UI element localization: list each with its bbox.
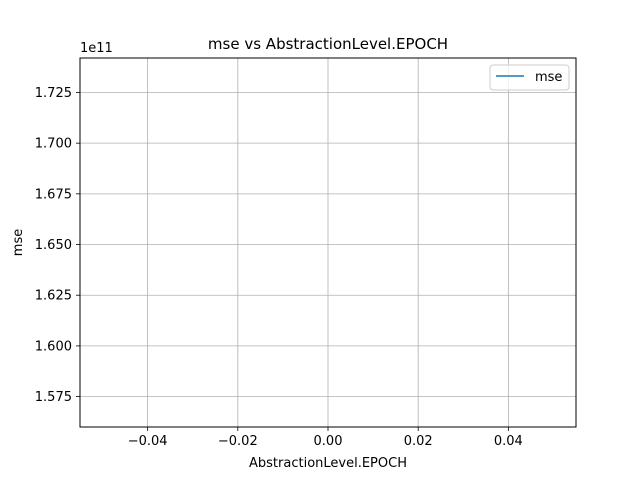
ticks: −0.04 −0.02 0.00 0.02 0.04 1.575 1.600 1.625 1.6… (35, 86, 523, 449)
y-tick-label: 1.625 (35, 289, 72, 304)
x-tick-label: 0.02 (404, 434, 433, 449)
y-axis-label: mse (11, 229, 26, 256)
y-tick-label: 1.575 (35, 390, 72, 405)
x-tick-label: 0.04 (494, 434, 523, 449)
legend-box (489, 64, 570, 91)
grid (80, 58, 576, 427)
x-tick-label: 0.00 (314, 434, 343, 449)
y-tick-label: 1.650 (35, 238, 72, 253)
x-tick-label: −0.04 (128, 434, 168, 449)
plot-frame (79, 57, 577, 428)
y-tick-label: 1.700 (35, 137, 72, 152)
y-tick-label: 1.675 (35, 187, 72, 202)
chart-title: mse vs AbstractionLevel.EPOCH (208, 35, 448, 53)
x-tick-label: −0.02 (218, 434, 258, 449)
x-axis-label: AbstractionLevel.EPOCH (249, 456, 407, 471)
legend: mse (489, 64, 570, 91)
y-tick-label: 1.725 (35, 86, 72, 101)
y-tick-label: 1.600 (35, 339, 72, 354)
y-axis-offset-label: 1e11 (80, 41, 113, 56)
legend-label-mse: mse (535, 70, 562, 85)
